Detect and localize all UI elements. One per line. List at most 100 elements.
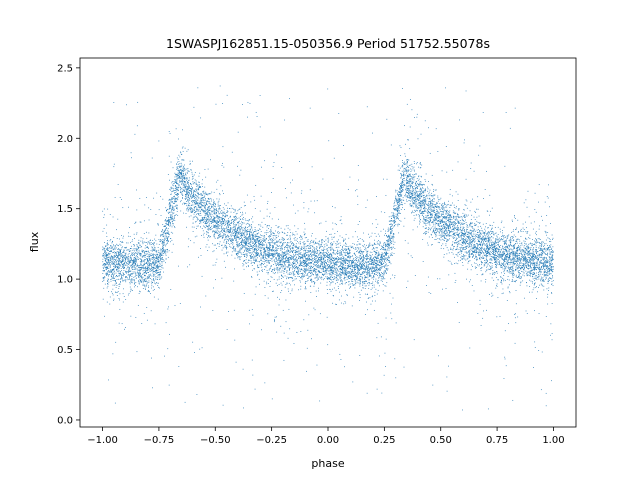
data-point [107,244,109,246]
data-point [336,280,338,281]
data-point [476,267,477,268]
data-point [203,193,205,195]
data-point [246,262,248,264]
data-point [138,246,140,248]
data-point [150,254,151,256]
data-point [431,202,433,204]
data-point [145,267,146,268]
data-point [488,249,489,251]
data-point [301,276,303,278]
data-point [213,287,214,289]
data-point [295,239,297,241]
data-point [344,261,346,263]
data-point [241,237,242,238]
data-point [292,265,294,267]
data-point [397,215,399,217]
data-point [250,241,252,243]
data-point [124,262,125,264]
data-point [366,257,368,259]
data-point [273,249,274,251]
data-point [179,178,181,180]
data-point [378,240,379,242]
data-point [511,250,513,252]
data-point [468,255,470,257]
data-point [341,248,343,250]
data-point [545,253,546,255]
data-point [386,267,388,269]
data-point [141,276,143,278]
data-point [341,269,343,271]
data-point [422,212,424,214]
data-point [485,230,486,232]
data-point [527,251,529,252]
data-point [107,255,109,256]
data-point [389,236,391,237]
data-point [102,281,104,282]
data-point [541,244,543,245]
data-point [393,217,395,218]
data-point [276,247,278,249]
data-point [261,235,263,237]
data-point [403,171,405,173]
data-point [160,255,161,257]
data-point [286,253,288,255]
data-point [368,284,370,286]
data-point [144,257,146,258]
data-point [378,285,380,287]
data-point [286,244,288,246]
data-point [145,280,147,282]
data-point [158,251,160,253]
data-point [126,249,128,251]
data-point [357,165,359,166]
data-point [171,181,173,183]
data-point [393,217,395,219]
data-point [279,271,281,273]
data-point [467,262,469,264]
data-point [112,269,114,271]
data-point [226,329,228,330]
data-point [549,273,551,275]
data-point [191,185,192,187]
data-point [168,225,169,226]
data-point [455,242,457,244]
data-point [205,219,207,221]
data-point [309,269,311,271]
data-point [481,247,483,249]
data-point [241,246,243,248]
data-point [168,221,170,223]
data-point [154,288,155,290]
data-point [542,250,544,252]
data-point [468,256,470,258]
data-point [411,200,413,202]
data-point [145,261,147,263]
data-point [548,280,550,281]
data-point [151,247,153,248]
data-point [329,289,331,290]
data-point [186,182,188,184]
data-point [159,239,161,240]
data-point [236,224,238,226]
data-point [117,267,119,268]
data-point [329,259,331,261]
data-point [544,249,546,250]
data-point [477,238,479,240]
data-point [456,233,458,235]
data-point [492,248,494,250]
data-point [404,185,405,187]
data-point [135,269,137,271]
data-point [254,241,256,243]
data-point [377,289,379,291]
data-point [107,268,109,269]
data-point [305,275,307,277]
data-point [365,249,367,251]
data-point [501,293,503,295]
data-point [216,188,218,190]
data-point [454,232,455,234]
data-point [277,254,279,256]
data-point [235,239,237,240]
data-point [335,261,337,263]
data-point [550,273,552,275]
data-point [379,261,381,263]
data-point [513,264,515,266]
data-point [413,200,415,201]
